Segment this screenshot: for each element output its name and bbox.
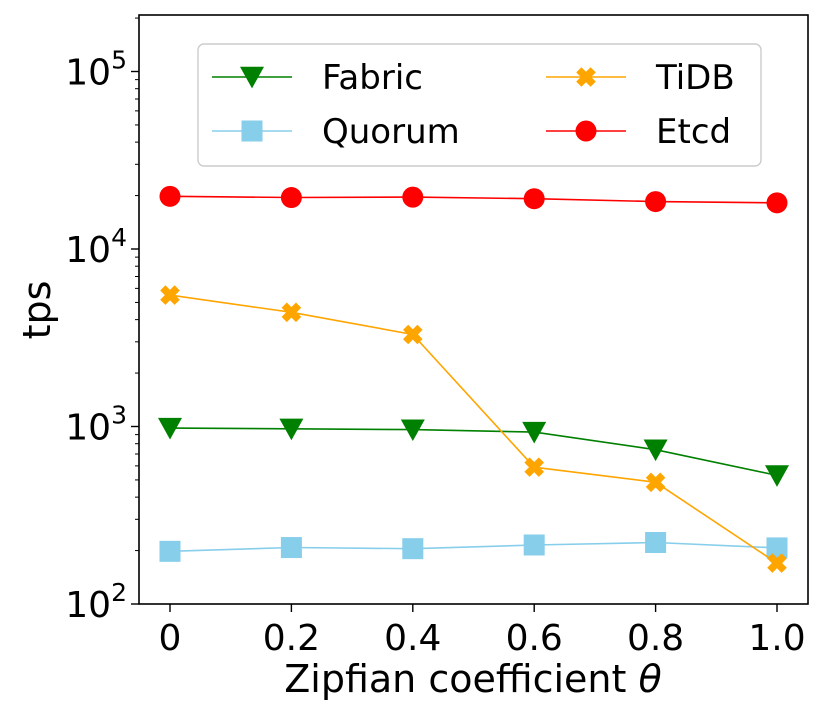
data-point-tidb [524, 457, 544, 477]
legend-box [197, 43, 762, 167]
legend-item-etcd: Etcd [546, 112, 731, 152]
series-line-quorum [169, 541, 778, 553]
data-point-fabric [279, 418, 304, 441]
y-tick-label: 102 [65, 578, 127, 626]
data-point-etcd [159, 185, 181, 207]
x-tick-label: 0.6 [506, 618, 563, 659]
y-tick-label: 105 [65, 46, 127, 94]
series-line-tidb [169, 294, 778, 564]
y-axis-label: tps [15, 281, 59, 340]
data-point-fabric [522, 421, 547, 444]
series-etcd [159, 185, 788, 214]
legend: Fabric Quorum TiDB Etcd [197, 43, 762, 167]
legend-label-etcd: Etcd [656, 112, 731, 152]
data-point-quorum [645, 532, 667, 554]
legend-label-tidb: TiDB [655, 58, 735, 98]
legend-item-fabric: Fabric [212, 58, 423, 98]
data-point-quorum [280, 537, 302, 559]
data-point-etcd [280, 187, 302, 209]
data-point-quorum [523, 534, 545, 556]
data-point-etcd [766, 192, 788, 214]
data-point-tidb [281, 302, 302, 323]
legend-item-tidb: TiDB [546, 58, 735, 98]
x-tick-label: 1.0 [748, 618, 805, 659]
data-point-fabric [400, 419, 425, 442]
data-point-tidb [767, 553, 787, 573]
plot-layer [158, 185, 789, 573]
x-axis-label: Zipfian coefficient θ [284, 657, 662, 701]
plot-frame [138, 14, 809, 605]
x-tick-label: 0.2 [263, 618, 320, 659]
legend-label-quorum: Quorum [322, 112, 460, 152]
legend-marker-quorum [241, 120, 263, 142]
series-line-etcd [169, 195, 778, 204]
legend-item-quorum: Quorum [212, 112, 460, 152]
x-tick-label: 0.8 [627, 618, 684, 659]
y-tick-label: 103 [65, 401, 127, 449]
legend-marker-tidb [576, 67, 596, 87]
series-quorum [159, 532, 788, 562]
data-point-quorum [402, 538, 424, 560]
data-point-etcd [523, 188, 545, 210]
data-point-quorum [159, 540, 181, 562]
data-point-etcd [402, 186, 424, 208]
x-tick-label: 0.4 [384, 618, 441, 659]
series-line-fabric [169, 427, 778, 477]
ticks-layer: 0 0.2 0.4 0.6 0.8 1.0 102 103 104 105 [65, 17, 806, 659]
series-fabric [158, 417, 789, 487]
x-tick-label: 0 [159, 618, 182, 659]
data-point-fabric [158, 417, 182, 440]
series-tidb [160, 285, 787, 573]
data-point-fabric [643, 439, 668, 462]
data-point-quorum [766, 537, 788, 559]
data-point-tidb [645, 472, 666, 493]
data-point-tidb [403, 324, 423, 345]
data-point-tidb [160, 285, 180, 305]
data-point-etcd [645, 191, 667, 213]
data-point-fabric [765, 465, 789, 487]
y-tick-label: 104 [65, 223, 127, 271]
legend-marker-etcd [575, 120, 597, 142]
legend-label-fabric: Fabric [322, 58, 423, 98]
legend-marker-fabric [240, 66, 264, 89]
